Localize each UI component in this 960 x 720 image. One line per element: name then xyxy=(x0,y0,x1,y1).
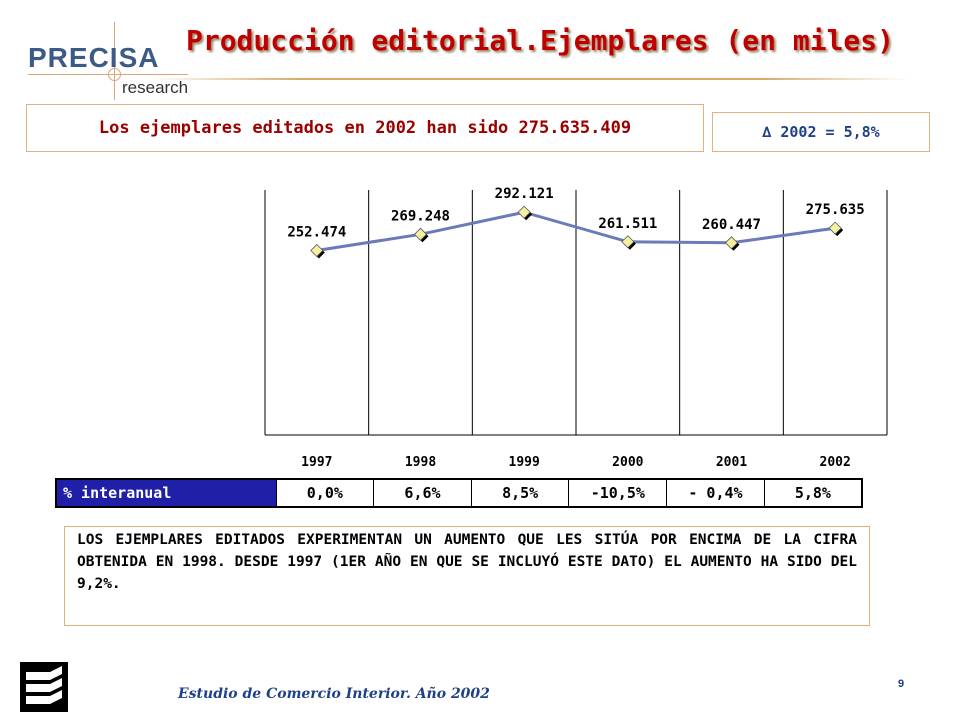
x-tick-label: 1997 xyxy=(301,455,332,470)
delta-text: ∆ 2002 = 5,8% xyxy=(762,123,880,141)
data-label: 261.511 xyxy=(598,216,657,232)
chart-markers xyxy=(310,205,844,259)
data-point-marker xyxy=(828,221,842,235)
logo-main-text: PRECISA xyxy=(28,42,160,73)
data-label: 292.121 xyxy=(495,186,554,202)
delta-box: ∆ 2002 = 5,8% xyxy=(712,112,930,152)
x-tick-label: 2000 xyxy=(612,455,643,470)
note-box: LOS EJEMPLARES EDITADOS EXPERIMENTAN UN … xyxy=(64,526,870,626)
table-cell-1997: 0,0% xyxy=(275,478,375,508)
data-label: 275.635 xyxy=(806,202,865,218)
data-point-marker xyxy=(310,243,324,258)
x-tick-label: 1999 xyxy=(509,455,540,470)
table-cell-2002: 5,8% xyxy=(763,478,863,508)
data-label: 252.474 xyxy=(287,224,346,240)
institution-logo-icon xyxy=(20,662,68,712)
data-label: 269.248 xyxy=(391,208,450,224)
slide-title: Producción editorial.Ejemplares (en mile… xyxy=(185,24,894,57)
data-point-marker xyxy=(413,227,428,241)
logo-vertical-line xyxy=(114,22,115,100)
precisa-logo: PRECISA research xyxy=(28,22,198,102)
logo-ring-icon xyxy=(108,68,121,81)
chart-value-labels: 252.474 269.248 292.121 261.511 260.447 275.6… xyxy=(287,186,864,240)
chart-grid xyxy=(264,190,888,436)
interannual-table: % interanual 0,0% 6,6% 8,5% -10,5% - 0,4… xyxy=(55,478,863,508)
data-point-marker xyxy=(621,235,635,249)
x-tick-label: 2002 xyxy=(820,455,851,470)
series-line xyxy=(316,210,836,252)
table-cell-2001: - 0,4% xyxy=(666,478,765,508)
headline-text: Los ejemplares editados en 2002 han sido… xyxy=(98,118,632,138)
logo-sub-text: research xyxy=(122,78,189,97)
data-point-marker xyxy=(517,205,531,219)
page-number: 9 xyxy=(898,678,905,690)
table-header-cell: % interanual xyxy=(55,478,277,508)
data-label: 260.447 xyxy=(702,217,761,233)
footer-text: Estudio de Comercio Interior. Año 2002 xyxy=(178,686,490,702)
x-tick-label: 1998 xyxy=(405,455,436,470)
table-cell-1999: 8,5% xyxy=(470,478,570,508)
note-text: LOS EJEMPLARES EDITADOS EXPERIMENTAN UN … xyxy=(77,532,857,592)
data-point-marker xyxy=(724,236,739,250)
chart-year-labels: 1997 1998 1999 2000 2001 2002 xyxy=(301,455,851,470)
headline-box: Los ejemplares editados en 2002 han sido… xyxy=(26,104,704,152)
table-cell-2000: -10,5% xyxy=(568,478,668,508)
title-rule xyxy=(150,78,910,80)
table-cell-1998: 6,6% xyxy=(373,478,472,508)
x-tick-label: 2001 xyxy=(716,455,747,470)
table-row: % interanual 0,0% 6,6% 8,5% -10,5% - 0,4… xyxy=(55,478,863,508)
